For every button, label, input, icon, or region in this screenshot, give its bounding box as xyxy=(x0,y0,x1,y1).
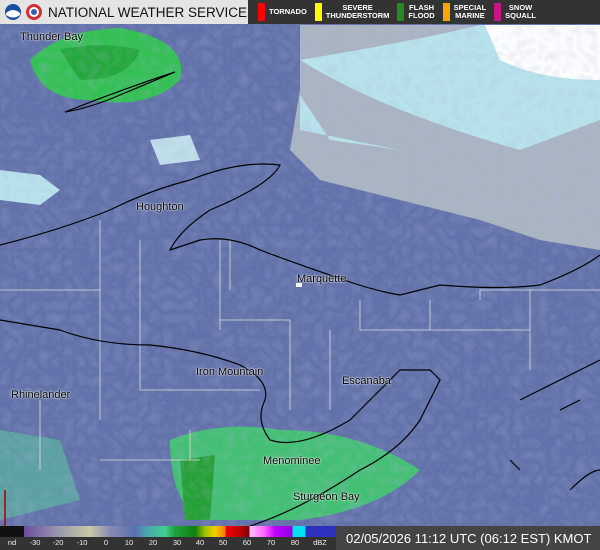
city-label: Sturgeon Bay xyxy=(293,491,360,503)
county-lines xyxy=(0,220,600,470)
warning-severe-thunderstorm: SEVERE THUNDERSTORM xyxy=(314,3,389,21)
legend-tick: 10 xyxy=(124,538,134,547)
city-label: Marquette xyxy=(297,273,347,285)
warning-special-marine: SPECIAL MARINE xyxy=(442,3,486,21)
legend-tick: 60 xyxy=(242,538,252,547)
legend-tick: -20 xyxy=(52,538,64,547)
legend-tick: 30 xyxy=(172,538,182,547)
city-label: Escanaba xyxy=(342,375,391,387)
warning-snow-squall: SNOW SQUALL xyxy=(494,3,536,21)
color-scale-bar xyxy=(0,526,336,537)
legend-tick: 20 xyxy=(148,538,158,547)
city-label: Rhinelander xyxy=(11,389,71,401)
city-label: Iron Mountain xyxy=(196,366,264,378)
nws-branding: NATIONAL WEATHER SERVICE xyxy=(0,0,248,24)
agency-title: NATIONAL WEATHER SERVICE xyxy=(48,4,248,20)
warning-flash-flood: FLASH FLOOD xyxy=(397,3,435,21)
legend-tick: 70 xyxy=(266,538,276,547)
legend-tick: 0 xyxy=(103,538,109,547)
legend-tick: nd xyxy=(7,538,17,547)
header-bar: NATIONAL WEATHER SERVICE TORNADO SEVERE … xyxy=(0,0,600,24)
legend-tick: 80 xyxy=(290,538,300,547)
radar-site-marker xyxy=(296,283,302,287)
legend-tick: 40 xyxy=(195,538,205,547)
legend-tick: -10 xyxy=(76,538,88,547)
reflectivity-legend: nd -30 -20 -10 0 10 20 30 40 50 60 70 80 dBZ xyxy=(0,526,336,550)
timestamp: 02/05/2026 11:12 UTC (06:12 EST) KMOT xyxy=(336,526,600,550)
legend-tick: -30 xyxy=(29,538,41,547)
legend-tick: 50 xyxy=(218,538,228,547)
legend-tick: dBZ xyxy=(313,538,327,547)
city-label: Menominee xyxy=(263,455,321,467)
warning-tornado: TORNADO xyxy=(258,3,307,21)
city-label: Houghton xyxy=(136,201,184,213)
nws-logo-icon xyxy=(26,4,42,20)
noaa-logo-icon xyxy=(5,4,21,20)
city-label: Thunder Bay xyxy=(20,31,83,43)
warning-key: TORNADO SEVERE THUNDERSTORM FLASH FLOOD … xyxy=(248,0,600,24)
coastlines xyxy=(0,71,600,527)
